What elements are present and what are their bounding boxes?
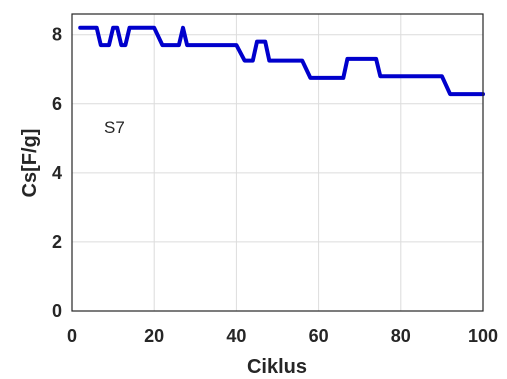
x-tick-label: 100 [468, 326, 498, 346]
y-axis-label: Cs[F/g] [19, 129, 41, 198]
series-line [78, 25, 485, 97]
x-tick-label: 80 [391, 326, 411, 346]
grid-lines [72, 14, 483, 311]
x-tick-label: 60 [309, 326, 329, 346]
y-tick-label: 2 [52, 232, 62, 252]
series-layer [78, 25, 485, 97]
x-tick-label: 20 [144, 326, 164, 346]
plot-background [72, 14, 483, 311]
series-annotation: S7 [104, 118, 125, 137]
y-tick-label: 8 [52, 25, 62, 45]
x-axis-label: Ciklus [247, 356, 307, 378]
y-tick-label: 0 [52, 301, 62, 321]
x-tick-label: 40 [226, 326, 246, 346]
y-tick-label: 4 [52, 163, 62, 183]
x-tick-labels: 0 20 40 60 80 100 [67, 326, 498, 346]
x-tick-label: 0 [67, 326, 77, 346]
y-tick-label: 6 [52, 94, 62, 114]
y-tick-labels: 0 2 4 6 8 [52, 25, 62, 321]
plot-frame [71, 13, 484, 312]
